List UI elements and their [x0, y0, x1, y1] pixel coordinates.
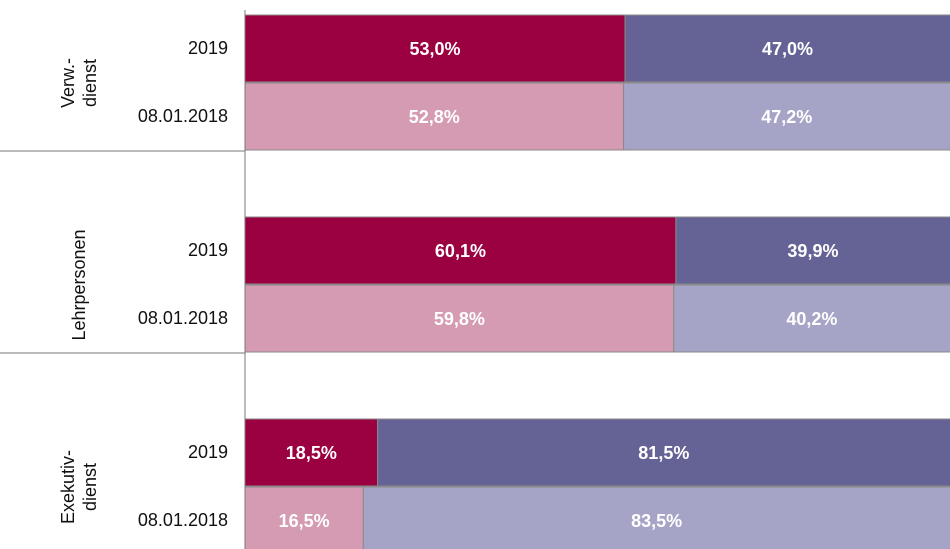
value-label: 39,9% [787, 241, 838, 261]
bar-segment [673, 284, 950, 353]
group-label: dienst [80, 59, 100, 107]
category-label: 2019 [188, 442, 228, 462]
value-label: 47,2% [761, 107, 812, 127]
bar-segment [675, 216, 950, 285]
category-label: 2019 [188, 240, 228, 260]
value-label: 81,5% [638, 443, 689, 463]
group-label: Verw.- [58, 58, 78, 108]
category-label: 08.01.2018 [138, 510, 228, 530]
bar-segment [244, 216, 677, 285]
value-label: 52,8% [409, 107, 460, 127]
bar-segment [362, 486, 950, 549]
bar-segment [623, 82, 950, 151]
category-label: 08.01.2018 [138, 106, 228, 126]
bar-segment [624, 14, 950, 83]
value-label: 60,1% [435, 241, 486, 261]
bar-segment [244, 82, 625, 151]
bar-segment [244, 14, 626, 83]
group-label: dienst [80, 463, 100, 511]
value-label: 16,5% [279, 511, 330, 531]
bar-segment [377, 418, 950, 487]
value-label: 18,5% [286, 443, 337, 463]
value-label: 53,0% [409, 39, 460, 59]
value-label: 40,2% [786, 309, 837, 329]
value-label: 59,8% [434, 309, 485, 329]
value-label: 47,0% [762, 39, 813, 59]
group-label: Lehrpersonen [69, 229, 89, 340]
group-label: Exekutiv- [58, 450, 78, 524]
bar-segment [244, 284, 675, 353]
category-label: 2019 [188, 38, 228, 58]
category-label: 08.01.2018 [138, 308, 228, 328]
value-label: 83,5% [631, 511, 682, 531]
